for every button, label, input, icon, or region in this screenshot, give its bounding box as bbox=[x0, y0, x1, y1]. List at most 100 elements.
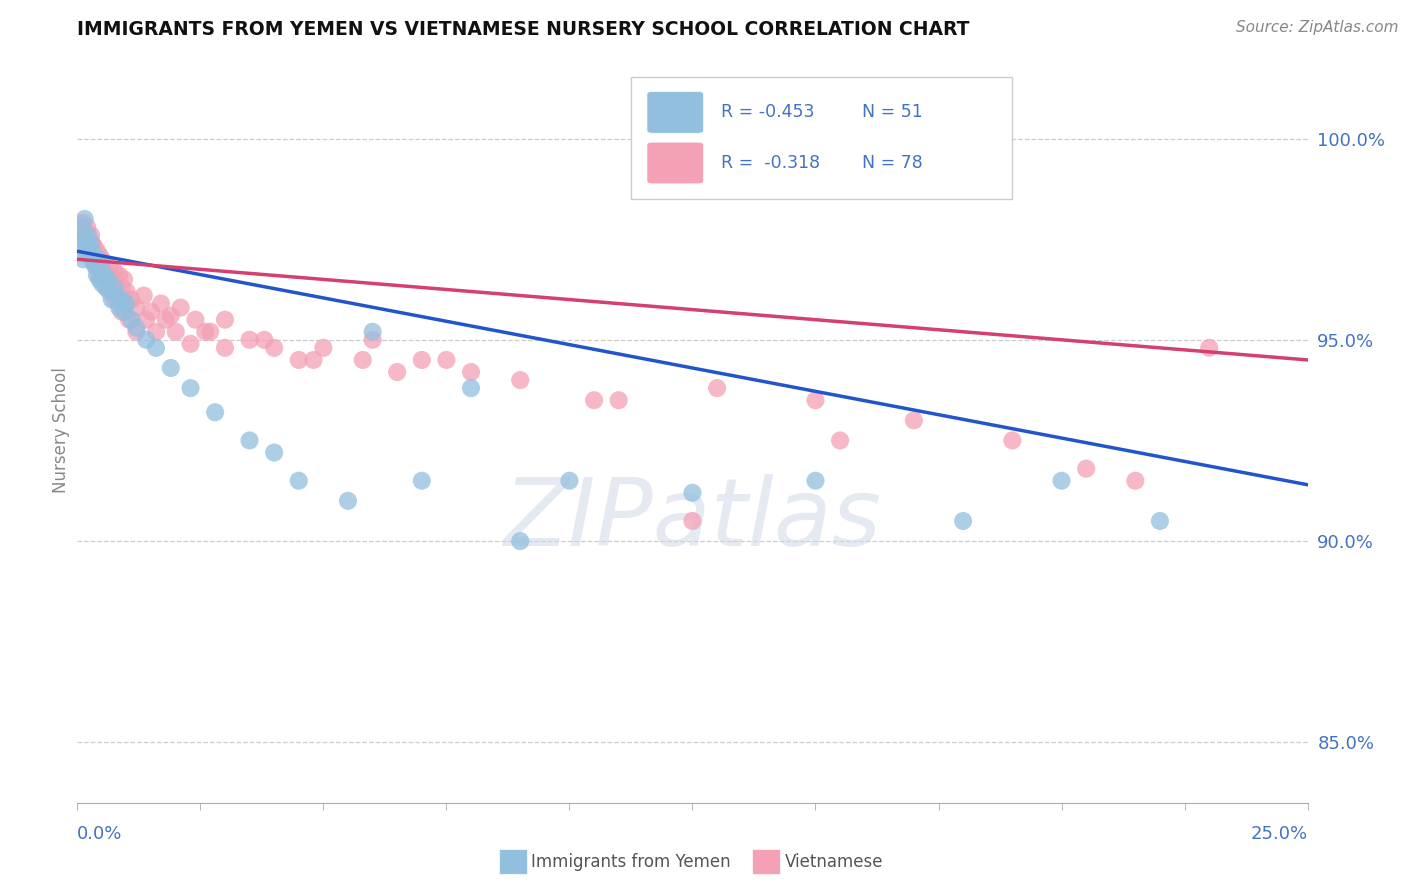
Point bbox=[115, 296, 138, 310]
Point bbox=[76, 240, 98, 254]
Point bbox=[83, 256, 105, 270]
Point bbox=[72, 216, 94, 230]
Point bbox=[90, 252, 114, 267]
Point bbox=[145, 325, 167, 339]
Point bbox=[90, 260, 112, 275]
Point bbox=[145, 341, 167, 355]
Point bbox=[160, 309, 183, 323]
Point bbox=[1149, 514, 1171, 528]
Point bbox=[80, 236, 103, 251]
Point bbox=[263, 341, 285, 355]
Point bbox=[86, 268, 108, 283]
Point bbox=[952, 514, 974, 528]
Point bbox=[125, 301, 148, 315]
Point bbox=[83, 248, 105, 262]
Point bbox=[121, 312, 143, 326]
Point bbox=[184, 312, 207, 326]
Text: R = -0.453: R = -0.453 bbox=[721, 103, 814, 121]
Text: ZIPatlas: ZIPatlas bbox=[503, 475, 882, 566]
Point bbox=[180, 336, 202, 351]
Point bbox=[83, 240, 105, 254]
Point bbox=[77, 232, 100, 246]
Point bbox=[121, 293, 143, 307]
Point bbox=[411, 474, 433, 488]
Point bbox=[204, 405, 226, 419]
Point bbox=[194, 325, 217, 339]
Point bbox=[80, 228, 103, 243]
Point bbox=[1076, 461, 1098, 475]
Point bbox=[460, 381, 482, 395]
Point bbox=[86, 244, 108, 259]
Point bbox=[111, 304, 134, 318]
Text: Immigrants from Yemen: Immigrants from Yemen bbox=[531, 853, 731, 871]
Point bbox=[155, 312, 177, 326]
Text: N = 78: N = 78 bbox=[862, 154, 922, 172]
Point bbox=[77, 228, 100, 243]
Point bbox=[706, 381, 728, 395]
Point bbox=[70, 232, 93, 246]
Point bbox=[70, 220, 93, 235]
Point bbox=[352, 353, 374, 368]
Point bbox=[75, 232, 97, 246]
Point bbox=[509, 534, 531, 549]
Point bbox=[607, 393, 630, 408]
Point bbox=[89, 268, 111, 283]
Point bbox=[135, 312, 157, 326]
Point bbox=[125, 320, 148, 334]
Point bbox=[1001, 434, 1024, 448]
Point bbox=[302, 353, 325, 368]
Point bbox=[87, 256, 110, 270]
Point bbox=[103, 264, 125, 278]
Point bbox=[101, 293, 124, 307]
Point bbox=[180, 381, 202, 395]
Point bbox=[141, 304, 163, 318]
Point bbox=[115, 285, 138, 299]
FancyBboxPatch shape bbox=[647, 142, 703, 184]
Point bbox=[69, 228, 91, 243]
Point bbox=[108, 268, 131, 283]
Point bbox=[101, 272, 124, 286]
Point bbox=[87, 252, 110, 267]
Text: R =  -0.318: R = -0.318 bbox=[721, 154, 820, 172]
Point bbox=[96, 280, 118, 294]
Point bbox=[96, 272, 118, 286]
Point bbox=[103, 280, 125, 294]
Point bbox=[804, 393, 827, 408]
Point bbox=[103, 293, 125, 307]
Point bbox=[132, 288, 155, 302]
Point bbox=[73, 224, 96, 238]
Point bbox=[903, 413, 925, 427]
Point bbox=[69, 232, 91, 246]
Point bbox=[98, 260, 121, 275]
Point bbox=[214, 341, 236, 355]
Point bbox=[1050, 474, 1073, 488]
Point bbox=[90, 277, 114, 291]
Point bbox=[84, 252, 107, 267]
Point bbox=[79, 244, 101, 259]
Point bbox=[583, 393, 606, 408]
FancyBboxPatch shape bbox=[647, 92, 703, 133]
Point bbox=[82, 244, 104, 259]
Point bbox=[111, 293, 134, 307]
Point bbox=[387, 365, 409, 379]
Point bbox=[82, 236, 104, 251]
Point bbox=[83, 256, 105, 270]
Point bbox=[312, 341, 335, 355]
Point bbox=[288, 474, 311, 488]
Point bbox=[460, 365, 482, 379]
Point bbox=[253, 333, 276, 347]
Point bbox=[89, 248, 111, 262]
Point bbox=[72, 252, 94, 267]
Point bbox=[73, 212, 96, 227]
Point bbox=[112, 272, 135, 286]
Point bbox=[125, 325, 148, 339]
Point bbox=[804, 474, 827, 488]
Point bbox=[89, 272, 111, 286]
Point bbox=[509, 373, 531, 387]
Text: Source: ZipAtlas.com: Source: ZipAtlas.com bbox=[1236, 20, 1399, 35]
Point bbox=[830, 434, 852, 448]
Text: Vietnamese: Vietnamese bbox=[785, 853, 883, 871]
Point bbox=[288, 353, 311, 368]
Point bbox=[361, 333, 384, 347]
Point bbox=[170, 301, 193, 315]
